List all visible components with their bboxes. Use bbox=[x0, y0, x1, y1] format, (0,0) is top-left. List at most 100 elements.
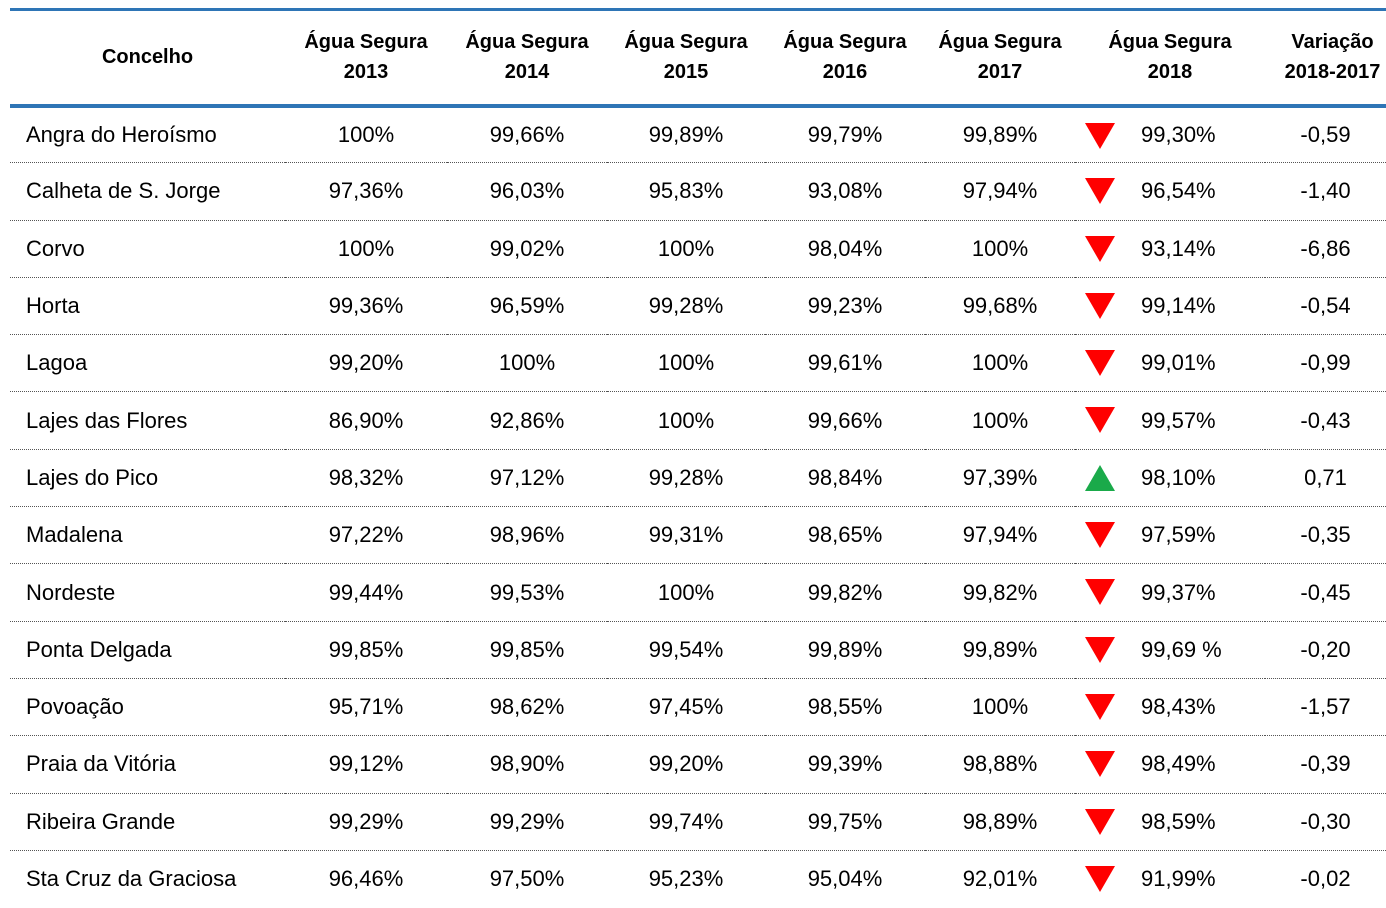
cell: Lajes das Flores bbox=[26, 407, 188, 433]
cell: 99,23% bbox=[807, 293, 883, 319]
cell: 97,45% bbox=[648, 694, 724, 720]
cell: 98,49% bbox=[1075, 736, 1265, 793]
cell: 99,28% bbox=[648, 464, 724, 490]
column-header: Concelho bbox=[10, 10, 285, 106]
cell: -0,39 bbox=[1300, 751, 1351, 777]
table-row: Madalena 97,22% 98,96% 99,31% 98,65% 97,94% 97… bbox=[10, 507, 1386, 564]
arrow-down bbox=[1085, 292, 1115, 319]
table-row: Ponta Delgada 99,85% 99,85% 99,54% 99,89% 99,… bbox=[10, 621, 1386, 679]
cell: 99,39% bbox=[807, 751, 883, 777]
cell: 98,62% bbox=[489, 694, 565, 720]
cell: 99,20% bbox=[648, 751, 724, 777]
cell: -0,99 bbox=[1300, 350, 1351, 376]
arrow-down bbox=[1085, 235, 1115, 262]
cell: -0,45 bbox=[1300, 579, 1351, 605]
cell: 99,29% bbox=[489, 808, 565, 834]
cell: 97,22% bbox=[328, 522, 404, 548]
cell: Nordeste bbox=[26, 579, 116, 605]
cell-text: 99,57% bbox=[1141, 407, 1216, 433]
cell: 96,59% bbox=[489, 293, 565, 319]
cell: 97,12% bbox=[489, 464, 565, 490]
cell: Lajes do Pico bbox=[26, 464, 159, 490]
cell: 97,94% bbox=[962, 178, 1038, 204]
cell: 99,89% bbox=[807, 636, 883, 662]
cell: 98,10% bbox=[1075, 449, 1265, 506]
cell: Angra do Heroísmo bbox=[26, 121, 217, 147]
column-header: Água Segura 2018 bbox=[1075, 10, 1265, 106]
cell: 93,08% bbox=[807, 178, 883, 204]
arrow-down bbox=[1085, 407, 1115, 434]
cell: 99,01% bbox=[1075, 335, 1265, 392]
cell: 98,96% bbox=[489, 522, 565, 548]
cell: 99,57% bbox=[1075, 392, 1265, 449]
cell: 99,89% bbox=[962, 636, 1038, 662]
header-row: Concelho Água Segura 2013 Água Segura 2014… bbox=[10, 9, 1386, 106]
cell: 100% bbox=[971, 235, 1029, 261]
cell: -0,59 bbox=[1300, 121, 1351, 147]
cell: 95,23% bbox=[648, 866, 724, 892]
cell: 99,85% bbox=[489, 636, 565, 662]
header-text: Água Segura 2017 bbox=[938, 31, 1062, 84]
cell: 99,53% bbox=[489, 579, 565, 605]
arrow-down bbox=[1085, 808, 1115, 835]
arrow-down bbox=[1085, 865, 1115, 892]
table-row: Sta Cruz da Graciosa 96,46% 97,50% 95,23% 95… bbox=[10, 850, 1386, 907]
cell: 99,29% bbox=[328, 808, 404, 834]
table-row: Lajes do Pico 98,32% 97,12% 99,28% 98,84% 97,… bbox=[10, 449, 1386, 507]
header-text: Água Segura 2018 bbox=[1108, 31, 1232, 84]
arrow-down bbox=[1085, 751, 1115, 778]
cell: -0,43 bbox=[1300, 407, 1351, 433]
cell: 91,99% bbox=[1075, 850, 1265, 907]
cell: 99,20% bbox=[328, 350, 404, 376]
cell: 0,71 bbox=[1304, 464, 1347, 490]
cell-text: 99,14% bbox=[1141, 293, 1216, 319]
cell: 96,46% bbox=[328, 866, 404, 892]
cell: 99,79% bbox=[807, 121, 883, 147]
arrow-down bbox=[1085, 693, 1115, 720]
cell: 92,86% bbox=[489, 407, 565, 433]
cell: -0,35 bbox=[1300, 522, 1351, 548]
cell-text: 98,49% bbox=[1141, 751, 1216, 777]
water-table: Concelho Água Segura 2013 Água Segura 2014… bbox=[10, 8, 1386, 908]
cell: 99,30% bbox=[1075, 106, 1265, 163]
cell: 98,88% bbox=[962, 751, 1038, 777]
arrow-up bbox=[1085, 464, 1115, 491]
column-header: Água Segura 2017 bbox=[925, 10, 1075, 106]
cell: -1,40 bbox=[1300, 178, 1351, 204]
cell-text: 99,30% bbox=[1141, 121, 1216, 147]
cell: -0,20 bbox=[1300, 636, 1351, 662]
cell: 97,39% bbox=[962, 464, 1038, 490]
cell: 98,55% bbox=[807, 694, 883, 720]
cell: 97,36% bbox=[328, 178, 404, 204]
cell: 92,01% bbox=[962, 866, 1038, 892]
cell: 99,44% bbox=[328, 579, 404, 605]
cell: 98,59% bbox=[1075, 793, 1265, 850]
table-row: Corvo 100% 99,02% 100% 98,04% 100% 93,14% -6,86 bbox=[10, 220, 1386, 278]
cell: 98,89% bbox=[962, 808, 1038, 834]
cell-text: 93,14% bbox=[1141, 235, 1216, 261]
cell: 98,90% bbox=[489, 751, 565, 777]
cell: 100% bbox=[971, 694, 1029, 720]
cell-text: 98,10% bbox=[1141, 464, 1216, 490]
cell-text: 99,37% bbox=[1141, 579, 1216, 605]
cell-text: 96,54% bbox=[1141, 178, 1216, 204]
header-text: Concelho bbox=[101, 46, 194, 69]
header-text: Variação 2018-2017 bbox=[1284, 31, 1381, 84]
cell: -0,30 bbox=[1300, 808, 1351, 834]
table-row: Praia da Vitória 99,12% 98,90% 99,20% 99,39%… bbox=[10, 736, 1386, 794]
cell: 99,75% bbox=[807, 808, 883, 834]
cell: 98,84% bbox=[807, 464, 883, 490]
cell: Povoação bbox=[26, 694, 124, 720]
cell: Corvo bbox=[26, 235, 85, 261]
cell: 99,69 % bbox=[1075, 621, 1265, 678]
cell: 98,04% bbox=[807, 235, 883, 261]
column-header: Variação 2018-2017 bbox=[1265, 10, 1386, 106]
cell-text: 99,69 % bbox=[1141, 636, 1222, 662]
cell: 95,04% bbox=[807, 866, 883, 892]
cell: 96,03% bbox=[489, 178, 565, 204]
cell: 99,68% bbox=[962, 293, 1038, 319]
cell: 100% bbox=[337, 121, 395, 147]
cell: 99,37% bbox=[1075, 564, 1265, 621]
table-row: Ribeira Grande 99,29% 99,29% 99,74% 99,75% 98… bbox=[10, 793, 1386, 851]
cell-text: 91,99% bbox=[1141, 866, 1216, 892]
